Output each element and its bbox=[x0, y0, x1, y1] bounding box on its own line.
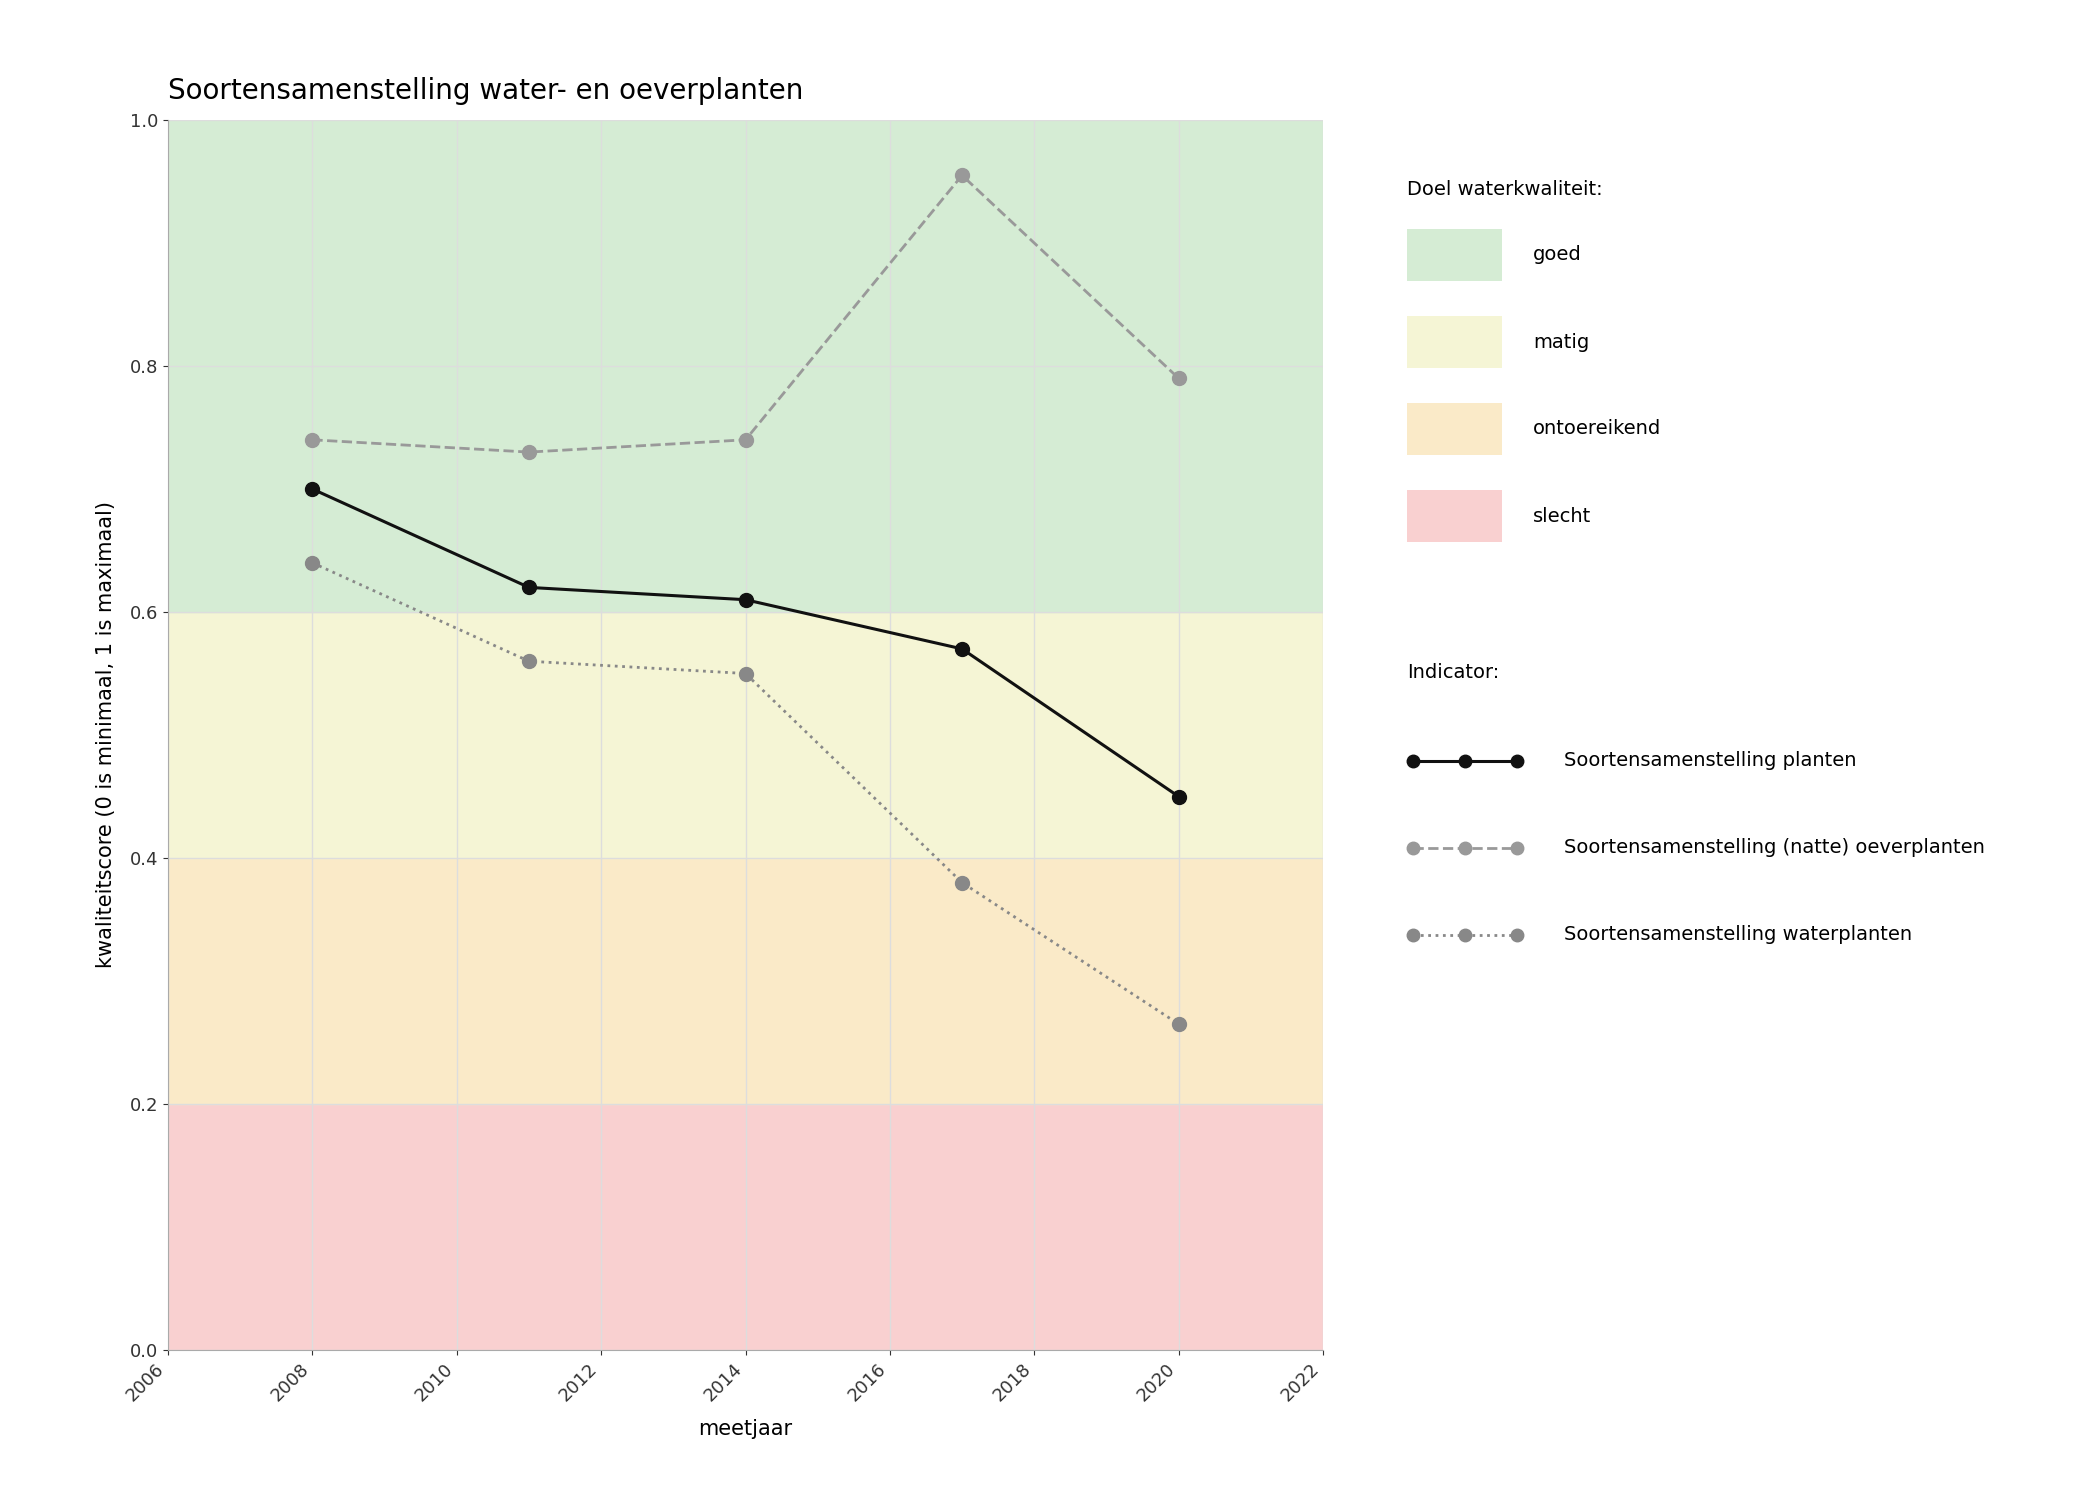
Text: Doel waterkwaliteit:: Doel waterkwaliteit: bbox=[1407, 180, 1602, 200]
Text: Soortensamenstelling planten: Soortensamenstelling planten bbox=[1564, 752, 1856, 770]
Text: Soortensamenstelling waterplanten: Soortensamenstelling waterplanten bbox=[1564, 926, 1913, 944]
Bar bbox=[168, 612, 1323, 858]
Text: ontoereikend: ontoereikend bbox=[1533, 420, 1661, 438]
Text: goed: goed bbox=[1533, 246, 1581, 264]
Text: Soortensamenstelling water- en oeverplanten: Soortensamenstelling water- en oeverplan… bbox=[168, 76, 804, 105]
Text: matig: matig bbox=[1533, 333, 1590, 351]
Y-axis label: kwaliteitscore (0 is minimaal, 1 is maximaal): kwaliteitscore (0 is minimaal, 1 is maxi… bbox=[97, 501, 116, 969]
Text: slecht: slecht bbox=[1533, 507, 1592, 525]
Bar bbox=[168, 858, 1323, 1104]
Bar bbox=[168, 120, 1323, 612]
Text: Soortensamenstelling (natte) oeverplanten: Soortensamenstelling (natte) oeverplante… bbox=[1564, 839, 1984, 856]
X-axis label: meetjaar: meetjaar bbox=[699, 1419, 792, 1438]
Bar bbox=[168, 1104, 1323, 1350]
Text: Indicator:: Indicator: bbox=[1407, 663, 1499, 682]
